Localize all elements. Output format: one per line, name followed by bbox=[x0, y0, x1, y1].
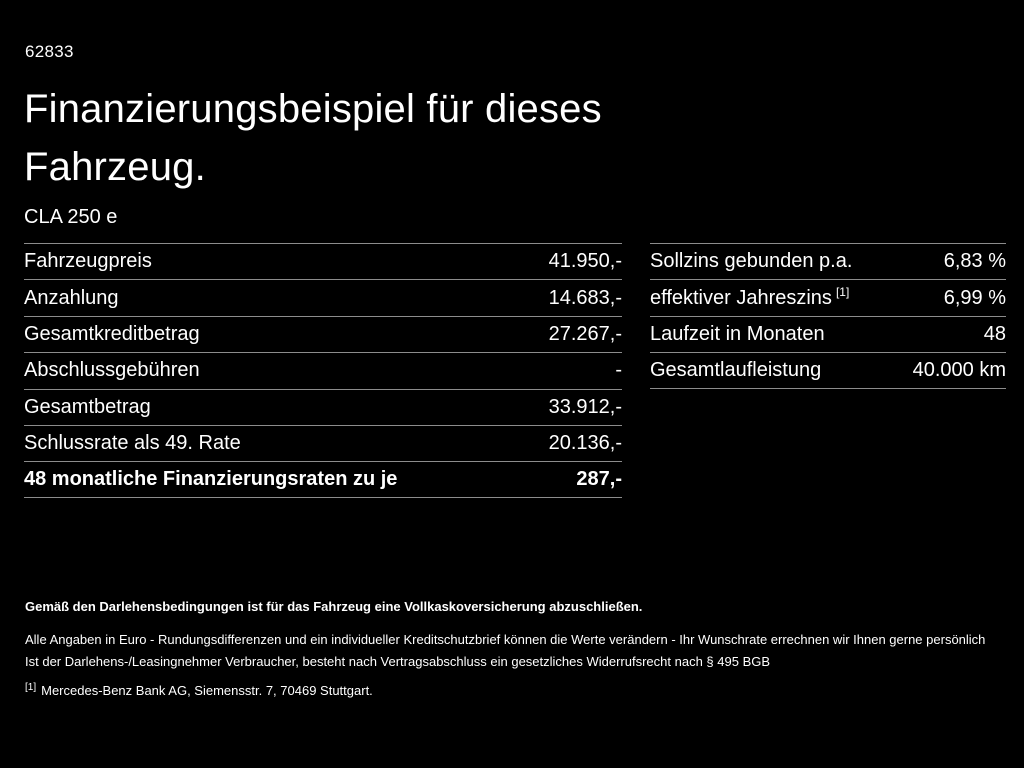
disclaimer-lead: Gemäß den Darlehensbedingungen ist für d… bbox=[25, 599, 643, 614]
footnote-ref: [1] bbox=[835, 284, 850, 299]
conditions-table: Sollzins gebunden p.a. 6,83 % effektiver… bbox=[650, 243, 1006, 389]
table-row: effektiver Jahreszins [1] 6,99 % bbox=[650, 279, 1006, 315]
footnote-text: Mercedes-Benz Bank AG, Siemensstr. 7, 70… bbox=[41, 683, 373, 698]
footnote: [1] Mercedes-Benz Bank AG, Siemensstr. 7,… bbox=[25, 680, 1005, 702]
row-value: 6,83 % bbox=[943, 250, 1006, 273]
row-label: Gesamtbetrag bbox=[24, 395, 151, 418]
page-title-line-1: Finanzierungsbeispiel für dieses bbox=[24, 87, 602, 131]
row-label: effektiver Jahreszins [1] bbox=[650, 284, 850, 310]
row-value: 40.000 km bbox=[912, 358, 1006, 381]
row-value: - bbox=[615, 359, 622, 382]
row-value: 33.912,- bbox=[548, 395, 622, 418]
row-label: Gesamtlaufleistung bbox=[650, 358, 822, 381]
table-row: Sollzins gebunden p.a. 6,83 % bbox=[650, 243, 1006, 279]
row-value: 41.950,- bbox=[548, 250, 622, 273]
row-label: Abschlussgebühren bbox=[24, 359, 200, 382]
table-row: Gesamtkreditbetrag 27.267,- bbox=[24, 315, 622, 352]
row-value: 48 bbox=[983, 322, 1006, 345]
row-label: 48 monatliche Finanzierungsraten zu je bbox=[24, 468, 398, 491]
table-row: Fahrzeugpreis 41.950,- bbox=[24, 243, 622, 279]
table-row: Abschlussgebühren - bbox=[24, 352, 622, 388]
row-value: 287,- bbox=[576, 468, 622, 491]
disclaimer-line: Ist der Darlehens-/Leasingnehmer Verbrau… bbox=[25, 654, 771, 669]
table-row-monthly-rate: 48 monatliche Finanzierungsraten zu je 2… bbox=[24, 461, 622, 498]
table-row: Gesamtlaufleistung 40.000 km bbox=[650, 352, 1006, 389]
row-label: Fahrzeugpreis bbox=[24, 250, 152, 273]
row-label: Schlussrate als 49. Rate bbox=[24, 432, 241, 455]
row-label: Sollzins gebunden p.a. bbox=[650, 250, 853, 273]
table-row: Gesamtbetrag 33.912,- bbox=[24, 388, 622, 425]
row-label: Laufzeit in Monaten bbox=[650, 322, 825, 345]
row-label: Anzahlung bbox=[24, 286, 119, 309]
disclaimer-line: Alle Angaben in Euro - Rundungsdifferenz… bbox=[25, 632, 986, 647]
row-value: 6,99 % bbox=[943, 286, 1006, 309]
row-value: 27.267,- bbox=[548, 322, 622, 345]
table-row: Anzahlung 14.683,- bbox=[24, 279, 622, 315]
page-title: Finanzierungsbeispiel für dieses Fahrzeu… bbox=[24, 80, 602, 196]
row-label-text: effektiver Jahreszins bbox=[650, 286, 832, 309]
model-name: CLA 250 e bbox=[24, 206, 118, 228]
row-value: 14.683,- bbox=[548, 286, 622, 309]
row-label: Gesamtkreditbetrag bbox=[24, 322, 200, 345]
table-row: Schlussrate als 49. Rate 20.136,- bbox=[24, 424, 622, 461]
table-row: Laufzeit in Monaten 48 bbox=[650, 315, 1006, 352]
row-value: 20.136,- bbox=[548, 432, 622, 455]
vehicle-id: 62833 bbox=[25, 42, 74, 61]
financing-table: Fahrzeugpreis 41.950,- Anzahlung 14.683,… bbox=[24, 243, 622, 498]
disclaimer: Gemäß den Darlehensbedingungen ist für d… bbox=[25, 596, 1005, 702]
footnote-marker: [1] bbox=[25, 681, 37, 693]
page-title-line-2: Fahrzeug. bbox=[24, 145, 206, 189]
